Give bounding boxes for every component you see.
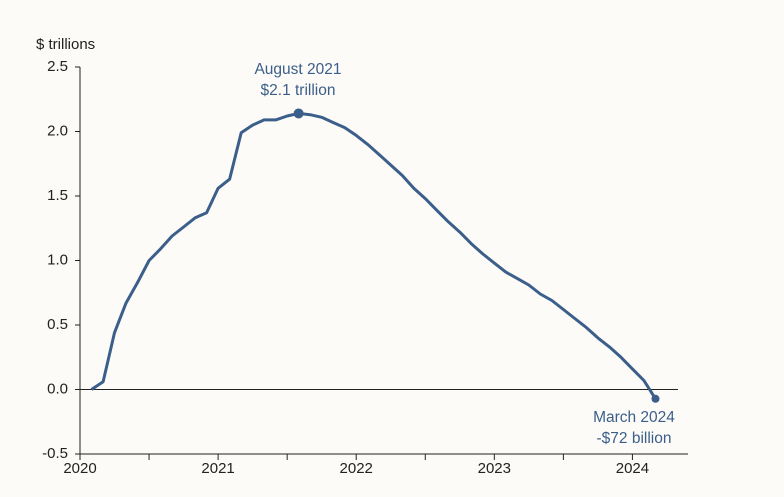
y-axis-label: $ trillions [36, 36, 95, 53]
y-tick-label: 2.5 [47, 58, 68, 75]
x-tick-label: 2024 [616, 460, 649, 477]
x-tick-label: 2020 [63, 460, 96, 477]
marker [293, 108, 304, 119]
x-tick-label: 2022 [340, 460, 373, 477]
annotation: August 2021 [254, 61, 341, 78]
annotation: March 2024 [593, 409, 675, 426]
marker [651, 394, 660, 403]
y-tick-label: 1.5 [47, 187, 68, 204]
y-tick-label: -0.5 [42, 445, 68, 462]
y-tick-label: 0.0 [47, 380, 68, 397]
x-tick-label: 2023 [478, 460, 511, 477]
annotation: -$72 billion [597, 430, 672, 447]
y-tick-label: 1.0 [47, 251, 68, 268]
x-tick-label: 2021 [201, 460, 234, 477]
line [90, 111, 657, 400]
y-tick-label: 2.0 [47, 122, 68, 139]
annotation: $2.1 trillion [261, 82, 336, 99]
y-tick-label: 0.5 [47, 316, 68, 333]
